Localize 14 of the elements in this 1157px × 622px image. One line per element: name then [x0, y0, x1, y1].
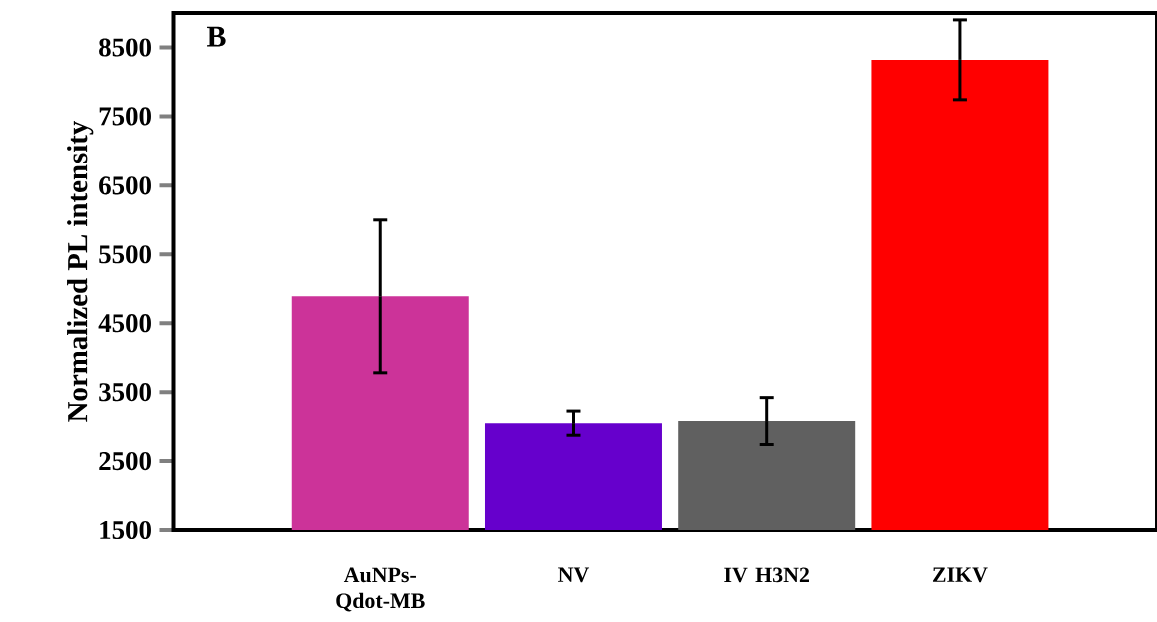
x-tick-label: ZIKV	[932, 567, 988, 583]
y-tick-label: 4500	[98, 314, 151, 333]
y-tick-label: 8500	[99, 38, 151, 57]
x-tick-label: IV H3N2	[724, 567, 809, 583]
y-tick-label: 3500	[99, 383, 151, 402]
y-tick-label: 2500	[99, 451, 151, 471]
y-tick-label: 5500	[99, 245, 151, 264]
annotation: B	[207, 26, 226, 47]
y-tick-label: 7500	[99, 107, 151, 126]
y-axis-title: Normalized PL intensity	[67, 120, 94, 422]
x-tick-label: AuNPs-Qdot-MB	[336, 567, 425, 612]
y-tick-label: 6500	[99, 176, 151, 195]
x-tick-label: NV	[558, 567, 590, 583]
y-tick-label: 1500	[100, 520, 151, 540]
